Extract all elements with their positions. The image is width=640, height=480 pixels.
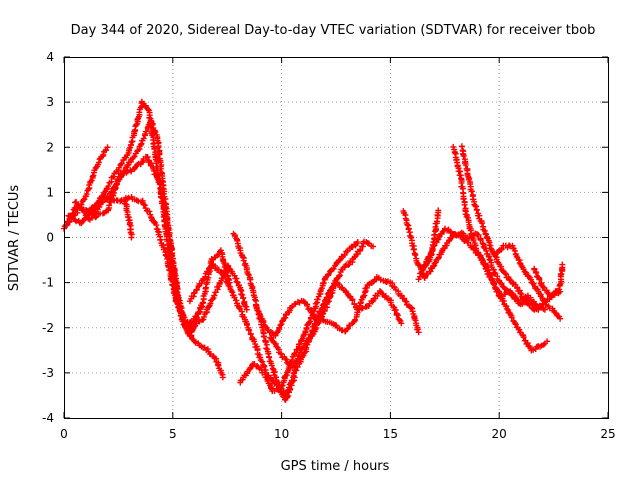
y-tick-label: 4 (46, 50, 54, 64)
series-sat-e (82, 192, 226, 381)
y-tick-label: -1 (42, 276, 54, 290)
series-sat-i (237, 239, 361, 395)
data-points-sat-q (492, 242, 564, 322)
data-points-sat-f (121, 198, 135, 241)
data-points-sat-k (267, 280, 405, 371)
y-tick-label: -3 (42, 366, 54, 380)
data-points-sat-r (531, 261, 566, 300)
data-points-sat-e (82, 192, 226, 381)
series-sat-k (267, 280, 405, 371)
series-sat-g (186, 261, 298, 403)
series-sat-j (253, 273, 422, 339)
x-axis: 0 5 10 15 20 25 (60, 57, 616, 441)
y-tick-label: 2 (46, 140, 54, 154)
x-tick-label: 10 (274, 427, 289, 441)
chart-title: Day 344 of 2020, Sidereal Day-to-day VTE… (71, 23, 596, 38)
y-axis-label: SDTVAR / TECUs (7, 185, 22, 292)
data-points-sat-g (186, 261, 298, 403)
x-axis-label: GPS time / hours (281, 459, 390, 474)
data-points-sat-j (253, 273, 422, 339)
data-marks (61, 98, 566, 403)
x-tick-label: 25 (600, 427, 615, 441)
series-sat-r (531, 261, 566, 300)
y-tick-label: 0 (46, 231, 54, 245)
data-points-sat-p (458, 143, 564, 313)
y-tick-label: 1 (46, 185, 54, 199)
y-tick-label: -4 (42, 411, 54, 425)
series-sat-n (420, 207, 442, 271)
data-points-sat-o (450, 143, 548, 313)
series-sat-o (450, 143, 548, 313)
x-tick-label: 5 (169, 427, 177, 441)
series-sat-q (492, 242, 564, 322)
grid (64, 57, 608, 418)
x-tick-label: 0 (60, 427, 68, 441)
y-axis: -4 -3 -2 -1 0 1 2 3 4 (42, 50, 608, 425)
x-tick-label: 20 (492, 427, 507, 441)
data-points-sat-i (237, 239, 361, 395)
y-tick-label: -2 (42, 321, 54, 335)
series-sat-p (458, 143, 564, 313)
series-sat-f (121, 198, 135, 241)
x-tick-label: 15 (383, 427, 398, 441)
data-points-sat-n (420, 207, 442, 271)
y-tick-label: 3 (46, 95, 54, 109)
